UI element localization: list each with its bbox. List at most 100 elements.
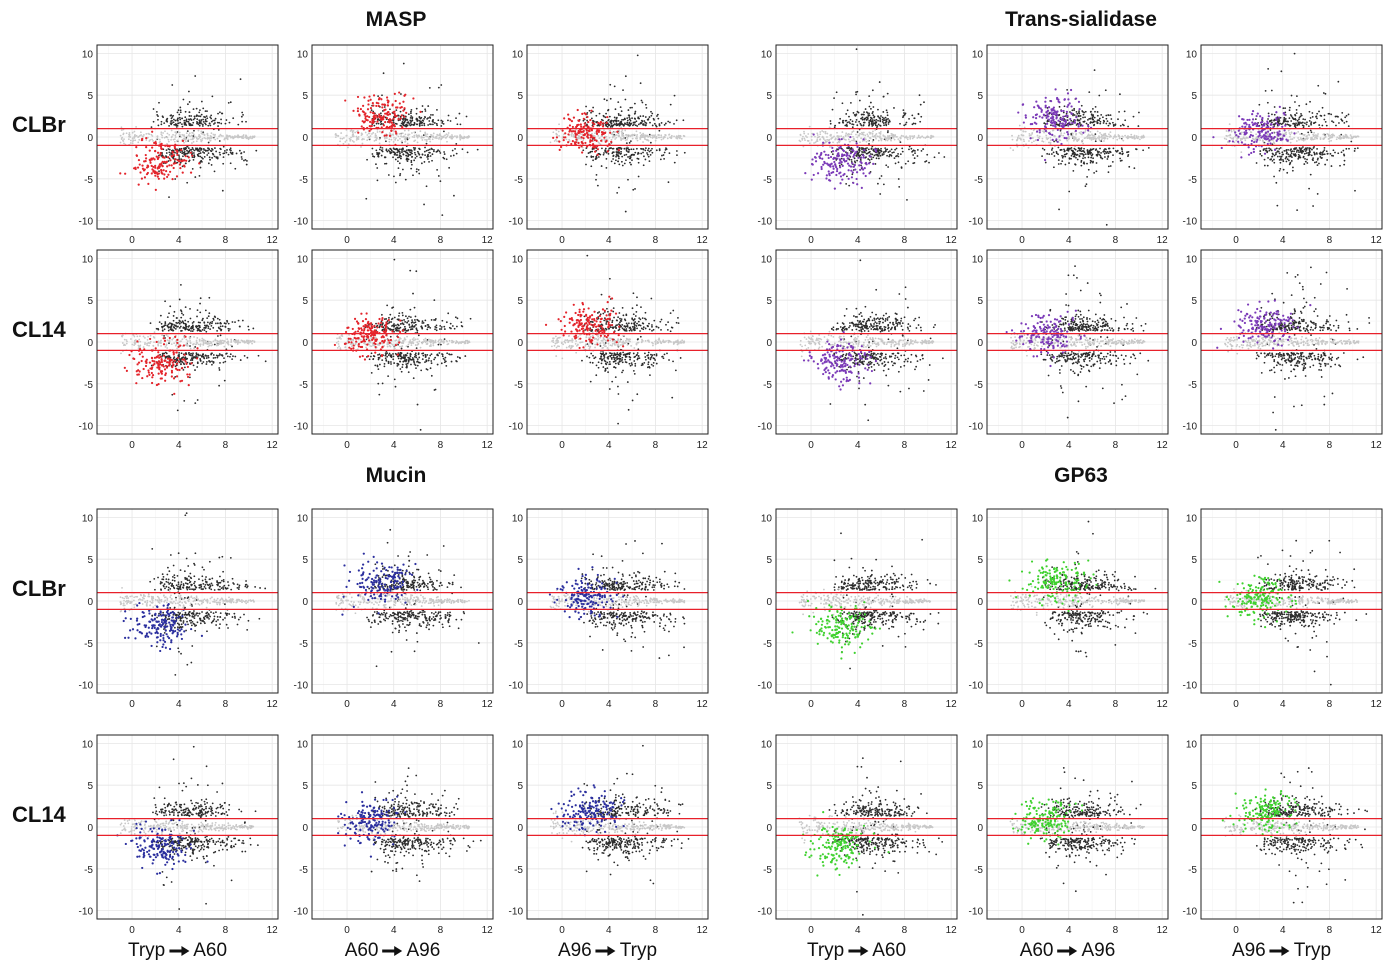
highlight-point xyxy=(583,122,586,125)
background-point xyxy=(448,166,451,169)
nonsignificant-point xyxy=(601,135,604,138)
background-point xyxy=(1306,147,1309,149)
highlight-point xyxy=(383,103,386,106)
background-point xyxy=(1279,116,1282,119)
nonsignificant-point xyxy=(556,133,559,136)
background-point xyxy=(1080,123,1082,126)
background-point xyxy=(1354,147,1356,150)
background-point xyxy=(1315,161,1318,163)
highlight-point xyxy=(1069,117,1072,121)
nonsignificant-point xyxy=(1019,137,1021,140)
background-point xyxy=(425,149,428,152)
background-point xyxy=(1072,155,1075,158)
nonsignificant-point xyxy=(654,139,657,142)
highlight-point xyxy=(152,165,155,169)
background-point xyxy=(1279,167,1282,170)
background-point xyxy=(217,112,219,115)
background-point xyxy=(879,193,882,195)
background-point xyxy=(1322,150,1325,153)
nonsignificant-point xyxy=(1351,137,1354,140)
background-point xyxy=(1298,116,1301,119)
background-point xyxy=(1078,147,1081,150)
background-point xyxy=(1092,118,1095,121)
background-point xyxy=(170,114,173,117)
background-point xyxy=(634,112,637,115)
background-point xyxy=(612,120,615,122)
background-point xyxy=(1317,84,1320,87)
highlight-point xyxy=(136,166,140,169)
highlight-point xyxy=(388,113,391,116)
background-point xyxy=(397,167,400,170)
highlight-point xyxy=(827,154,830,157)
background-point xyxy=(414,147,417,149)
background-point xyxy=(1090,113,1093,116)
highlight-point xyxy=(847,169,850,172)
nonsignificant-point xyxy=(403,129,406,132)
background-point xyxy=(642,123,644,126)
background-point xyxy=(906,198,908,201)
nonsignificant-point xyxy=(1317,133,1319,135)
highlight-point xyxy=(602,122,605,125)
background-point xyxy=(1071,109,1074,112)
nonsignificant-point xyxy=(436,137,438,140)
nonsignificant-point xyxy=(1142,134,1145,137)
nonsignificant-point xyxy=(864,134,867,137)
nonsignificant-point xyxy=(174,131,177,134)
nonsignificant-point xyxy=(1231,137,1233,140)
background-point xyxy=(625,150,628,152)
background-point xyxy=(437,119,440,122)
nonsignificant-point xyxy=(581,133,583,136)
highlight-point xyxy=(596,153,599,156)
background-point xyxy=(187,103,189,106)
nonsignificant-point xyxy=(401,132,404,135)
highlight-point xyxy=(378,97,381,100)
background-point xyxy=(1316,164,1319,167)
background-point xyxy=(625,147,628,150)
highlight-point xyxy=(1035,100,1038,103)
background-point xyxy=(406,160,409,162)
nonsignificant-point xyxy=(819,131,822,133)
nonsignificant-point xyxy=(1331,134,1334,137)
background-point xyxy=(1282,168,1285,171)
nonsignificant-point xyxy=(203,134,206,136)
nonsignificant-point xyxy=(361,138,363,141)
nonsignificant-point xyxy=(836,141,839,144)
background-point xyxy=(885,118,888,121)
highlight-point xyxy=(1060,142,1063,146)
highlight-point xyxy=(862,138,865,141)
highlight-point xyxy=(855,171,859,174)
background-point xyxy=(184,116,187,119)
background-point xyxy=(1107,114,1110,116)
background-point xyxy=(851,126,854,129)
panel-frame xyxy=(775,44,958,230)
background-point xyxy=(848,158,851,161)
background-point xyxy=(152,120,155,123)
background-point xyxy=(1345,147,1348,150)
nonsignificant-point xyxy=(170,129,173,132)
highlight-point xyxy=(163,160,166,163)
background-point xyxy=(1307,125,1310,127)
nonsignificant-point xyxy=(1319,138,1322,141)
nonsignificant-point xyxy=(190,134,193,137)
background-point xyxy=(410,123,413,126)
background-point xyxy=(1080,104,1083,107)
highlight-point xyxy=(393,110,396,113)
background-point xyxy=(1287,123,1290,126)
background-point xyxy=(192,148,194,151)
background-point xyxy=(1296,149,1298,152)
nonsignificant-point xyxy=(554,138,557,141)
background-point xyxy=(856,124,859,127)
highlight-point xyxy=(590,134,593,137)
background-point xyxy=(631,106,633,109)
background-point xyxy=(1309,173,1312,176)
background-point xyxy=(862,151,864,154)
background-point xyxy=(1123,110,1126,113)
background-point xyxy=(195,148,197,151)
background-point xyxy=(382,72,385,75)
highlight-point xyxy=(383,134,386,137)
background-point xyxy=(879,119,882,121)
background-point xyxy=(865,149,868,152)
background-point xyxy=(605,166,608,169)
background-point xyxy=(919,120,922,123)
